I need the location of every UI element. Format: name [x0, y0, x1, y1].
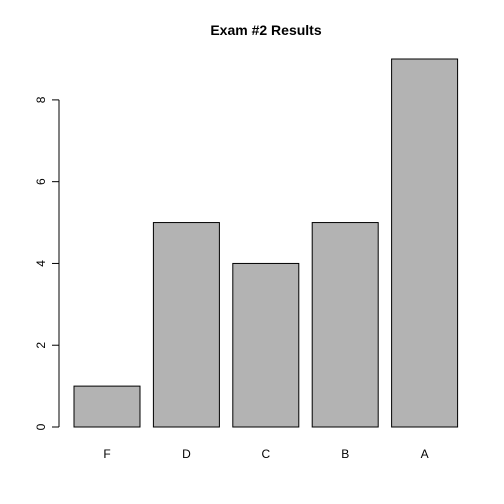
x-tick-label: D	[182, 447, 191, 461]
y-tick-label: 0	[34, 423, 48, 430]
y-axis: 0 2 4 6 8	[34, 96, 60, 430]
bars	[73, 58, 459, 428]
y-tick-label: 2	[34, 342, 48, 349]
bar-d	[152, 222, 220, 428]
x-tick-label: C	[261, 447, 270, 461]
bar-b	[311, 222, 379, 428]
x-tick-label: A	[421, 447, 429, 461]
x-tick-label: B	[341, 447, 349, 461]
y-tick-label: 6	[34, 178, 48, 185]
y-tick-label: 4	[34, 260, 48, 267]
chart-title: Exam #2 Results	[210, 22, 321, 38]
x-tick-label: F	[103, 447, 110, 461]
bar-c	[232, 262, 300, 428]
bar-a	[391, 58, 459, 428]
y-tick-label: 8	[34, 96, 48, 103]
bar-f	[73, 385, 141, 428]
